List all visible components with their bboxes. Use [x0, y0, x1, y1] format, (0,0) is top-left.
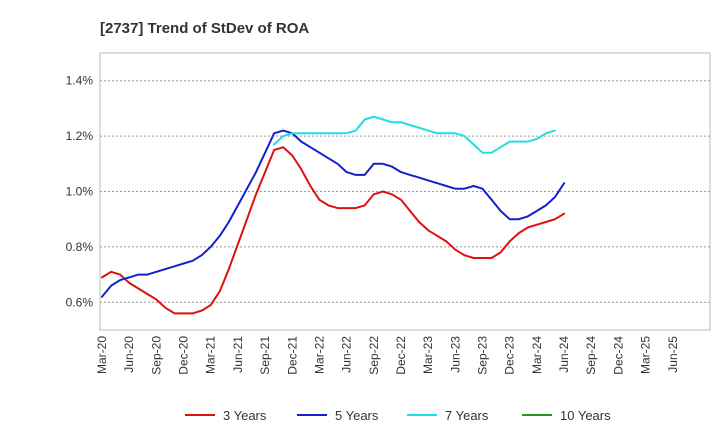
- x-tick-label: Jun-20: [122, 336, 136, 373]
- x-tick-label: Jun-23: [448, 336, 462, 373]
- x-tick-label: Dec-21: [285, 336, 299, 375]
- x-tick-label: Sep-24: [584, 336, 598, 375]
- legend-label-7-years: 7 Years: [445, 408, 489, 423]
- y-tick-label: 0.8%: [66, 240, 94, 254]
- x-tick-label: Mar-24: [530, 336, 544, 374]
- x-tick-label: Jun-24: [557, 336, 571, 373]
- y-tick-label: 1.4%: [66, 74, 94, 88]
- x-tick-label: Dec-22: [394, 336, 408, 375]
- grid-lines: [100, 80, 710, 303]
- x-tick-label: Mar-21: [204, 336, 218, 374]
- x-axis-ticks: Mar-20 Jun-20 Sep-20 Dec-20 Mar-21 Jun-21 Sep-…: [95, 336, 680, 375]
- legend-label-3-years: 3 Years: [223, 408, 267, 423]
- x-tick-label: Dec-23: [503, 336, 517, 375]
- series-line-3-years: [101, 146, 566, 315]
- x-tick-label: Jun-22: [340, 336, 354, 373]
- x-tick-label: Mar-25: [639, 336, 653, 374]
- x-tick-label: Mar-20: [95, 336, 109, 374]
- x-tick-label: Dec-20: [177, 336, 191, 375]
- x-tick-label: Jun-21: [231, 336, 245, 373]
- legend-label-5-years: 5 Years: [335, 408, 379, 423]
- series-line-5-years: [101, 129, 566, 298]
- x-tick-label: Mar-23: [421, 336, 435, 374]
- legend-label-10-years: 10 Years: [560, 408, 611, 423]
- x-tick-label: Sep-22: [367, 336, 381, 375]
- y-tick-label: 1.2%: [66, 129, 94, 143]
- y-tick-label: 1.0%: [66, 185, 94, 199]
- y-axis-ticks: 0.6% 0.8% 1.0% 1.2% 1.4%: [66, 74, 94, 310]
- x-tick-label: Sep-23: [476, 336, 490, 375]
- series-line-7-years: [273, 115, 556, 154]
- x-tick-label: Dec-24: [611, 336, 625, 375]
- series-layer: [101, 115, 566, 315]
- x-tick-label: Jun-25: [666, 336, 680, 373]
- x-tick-label: Sep-20: [149, 336, 163, 375]
- x-tick-label: Sep-21: [258, 336, 272, 375]
- y-tick-label: 0.6%: [66, 295, 94, 309]
- legend: 3 Years 5 Years 7 Years 10 Years: [185, 408, 611, 423]
- x-tick-label: Mar-22: [312, 336, 326, 374]
- chart-title: [2737] Trend of StDev of ROA: [100, 20, 309, 37]
- plot-area: 0.6% 0.8% 1.0% 1.2% 1.4% Mar-20 Jun-20 Sep-20 D…: [66, 52, 711, 375]
